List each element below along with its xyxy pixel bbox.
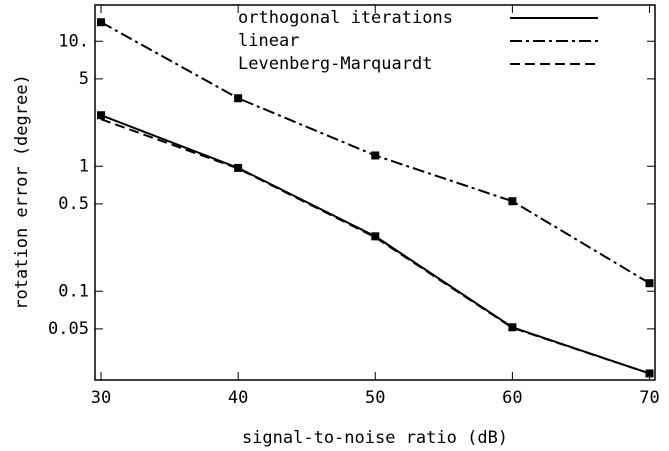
y-axis-label: rotation error (degree) [12, 74, 32, 309]
marker [371, 232, 380, 241]
y-tick-label: 1 [79, 156, 89, 176]
marker [508, 323, 517, 332]
marker [234, 163, 243, 172]
x-tick-label: 60 [502, 388, 522, 408]
marker [371, 151, 380, 160]
marker [234, 94, 243, 103]
x-tick-label: 50 [365, 388, 385, 408]
y-tick-label: 0.1 [58, 281, 89, 301]
x-tick-label: 30 [91, 388, 111, 408]
series-line [100, 118, 650, 375]
x-tick-label: 40 [228, 388, 248, 408]
marker [97, 18, 106, 27]
legend-label: linear [238, 31, 299, 51]
x-tick-label: 70 [639, 388, 659, 408]
legend-label: Levenberg-Marquardt [238, 54, 432, 74]
marker [508, 197, 517, 206]
y-tick-label: 10. [58, 31, 89, 51]
y-tick-label: 0.05 [48, 319, 89, 339]
y-tick-label: 5 [79, 69, 89, 89]
legend-label: orthogonal iterations [238, 8, 453, 28]
y-tick-label: 0.5 [58, 194, 89, 214]
marker [97, 111, 106, 120]
x-axis-label: signal-to-noise ratio (dB) [242, 428, 508, 448]
marker [645, 279, 654, 288]
